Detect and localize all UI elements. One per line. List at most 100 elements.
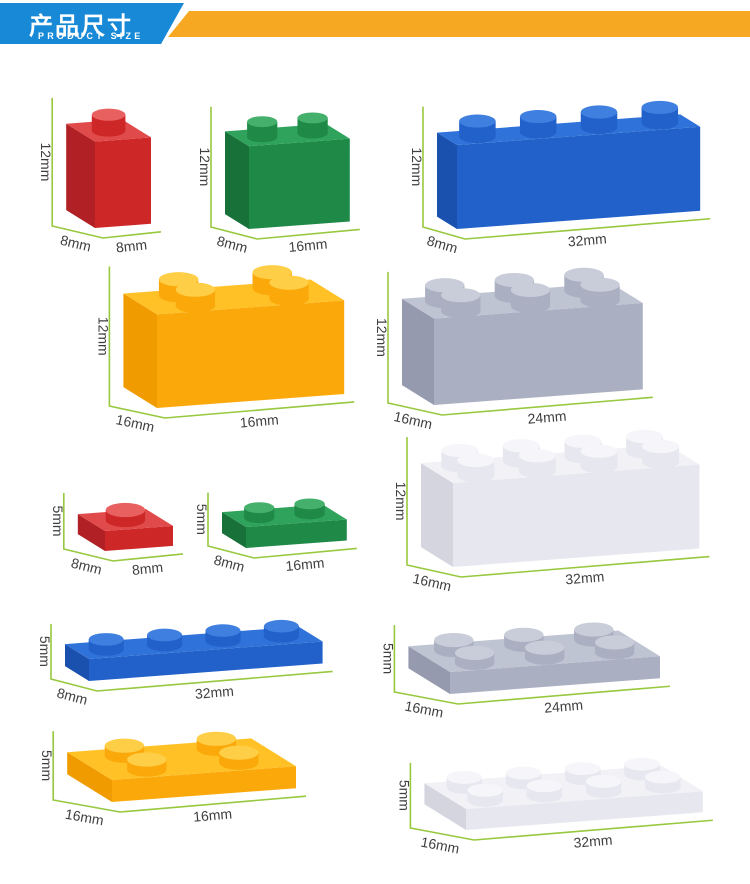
stud-top — [454, 645, 495, 661]
stud-top — [526, 779, 563, 793]
figure-white-plate-2x4: 5mm 16mm 32mm — [396, 757, 713, 857]
stud-top — [574, 622, 614, 637]
brick-left-face — [65, 644, 89, 681]
figure-red-plate-1x1: 5mm 8mm 8mm — [50, 493, 184, 578]
stud-top — [457, 453, 495, 467]
figure-yellow-plate-2x2: 5mm 16mm 16mm — [39, 731, 307, 828]
dimension-line — [409, 762, 713, 841]
dimension-line — [210, 106, 360, 240]
brick-left-face — [225, 131, 249, 229]
width-label: 32mm — [194, 683, 234, 702]
figure-blue-plate-1x4: 5mm 8mm 32mm — [37, 619, 333, 708]
height-label: 5mm — [50, 505, 66, 536]
brick-left-face — [421, 463, 453, 567]
figure-gray-plate-2x3: 5mm 16mm 24mm — [380, 622, 671, 721]
brick-front-face — [112, 766, 296, 802]
brick-left-face — [67, 752, 112, 802]
stud-top — [294, 498, 325, 510]
width-label: 24mm — [527, 408, 567, 427]
stud-top — [104, 738, 145, 753]
stud-top — [642, 439, 680, 454]
brick-left-face — [222, 512, 246, 548]
depth-label: 8mm — [215, 232, 249, 255]
width-label: 8mm — [131, 559, 164, 578]
brick-front-face — [453, 464, 700, 567]
height-label: 5mm — [39, 750, 55, 781]
brick-front-face — [450, 656, 660, 694]
stud-top — [196, 731, 237, 746]
depth-label: 16mm — [404, 698, 445, 721]
stud-top — [297, 112, 328, 124]
stud-top — [244, 502, 275, 514]
stud-top — [519, 109, 557, 124]
stud-top — [564, 434, 602, 448]
stud-top — [594, 635, 635, 650]
brick-left-face — [437, 132, 457, 229]
width-label: 32mm — [567, 230, 607, 249]
figure-green-brick-1x2: 12mm 8mm 16mm — [197, 106, 360, 256]
dimension-line — [406, 437, 710, 578]
height-label: 12mm — [197, 147, 213, 186]
dimension-line — [52, 731, 307, 813]
brick-front-face — [457, 126, 701, 229]
stud-top — [247, 116, 278, 128]
depth-label: 8mm — [59, 232, 93, 255]
dimension-line — [387, 271, 653, 416]
stud-top — [263, 619, 299, 633]
brick-front-face — [157, 300, 345, 408]
page-title: 产品尺寸 — [29, 13, 133, 40]
dimension-line — [50, 623, 333, 692]
brick-front-face — [89, 641, 323, 681]
stud-top — [505, 766, 542, 780]
width-label: 32mm — [573, 832, 613, 851]
brick-left-face — [77, 514, 105, 551]
stud-top — [252, 265, 292, 280]
width-label: 8mm — [115, 236, 148, 255]
stud-top — [641, 100, 679, 115]
dimension-line — [108, 266, 355, 419]
height-label: 12mm — [95, 317, 111, 356]
stud-top — [88, 633, 124, 646]
stud-top — [441, 288, 481, 303]
stud-top — [524, 640, 565, 655]
stud-top — [504, 627, 544, 642]
stud-top — [580, 277, 620, 292]
stud-top — [91, 108, 126, 121]
brick-front-face — [95, 137, 151, 228]
stud-top — [580, 105, 618, 119]
stud-top — [127, 752, 167, 767]
dimension-line — [62, 493, 184, 562]
width-label: 16mm — [239, 411, 279, 430]
brick-top-face — [65, 626, 323, 659]
brick-left-face — [66, 123, 95, 228]
width-label: 16mm — [285, 554, 325, 574]
stud-top — [580, 444, 618, 458]
width-label: 16mm — [193, 806, 233, 825]
dimension-line — [207, 492, 357, 559]
height-label: 5mm — [194, 504, 210, 535]
stud-top — [158, 272, 199, 287]
brick-front-face — [105, 525, 173, 551]
stud-top — [446, 771, 483, 784]
brick-front-face — [434, 302, 643, 405]
stud-top — [502, 439, 540, 453]
stud-top — [565, 762, 601, 775]
stud-top — [645, 770, 681, 784]
brick-front-face — [249, 138, 350, 229]
stud-top — [510, 282, 551, 298]
stud-top — [105, 502, 146, 518]
stud-top — [175, 282, 216, 297]
stud-top — [269, 275, 309, 290]
stud-top — [518, 449, 556, 463]
depth-label: 8mm — [70, 555, 104, 578]
width-label: 24mm — [544, 697, 584, 716]
stud-top — [147, 628, 183, 642]
stud-top — [459, 114, 496, 128]
brick-top-face — [437, 114, 701, 145]
